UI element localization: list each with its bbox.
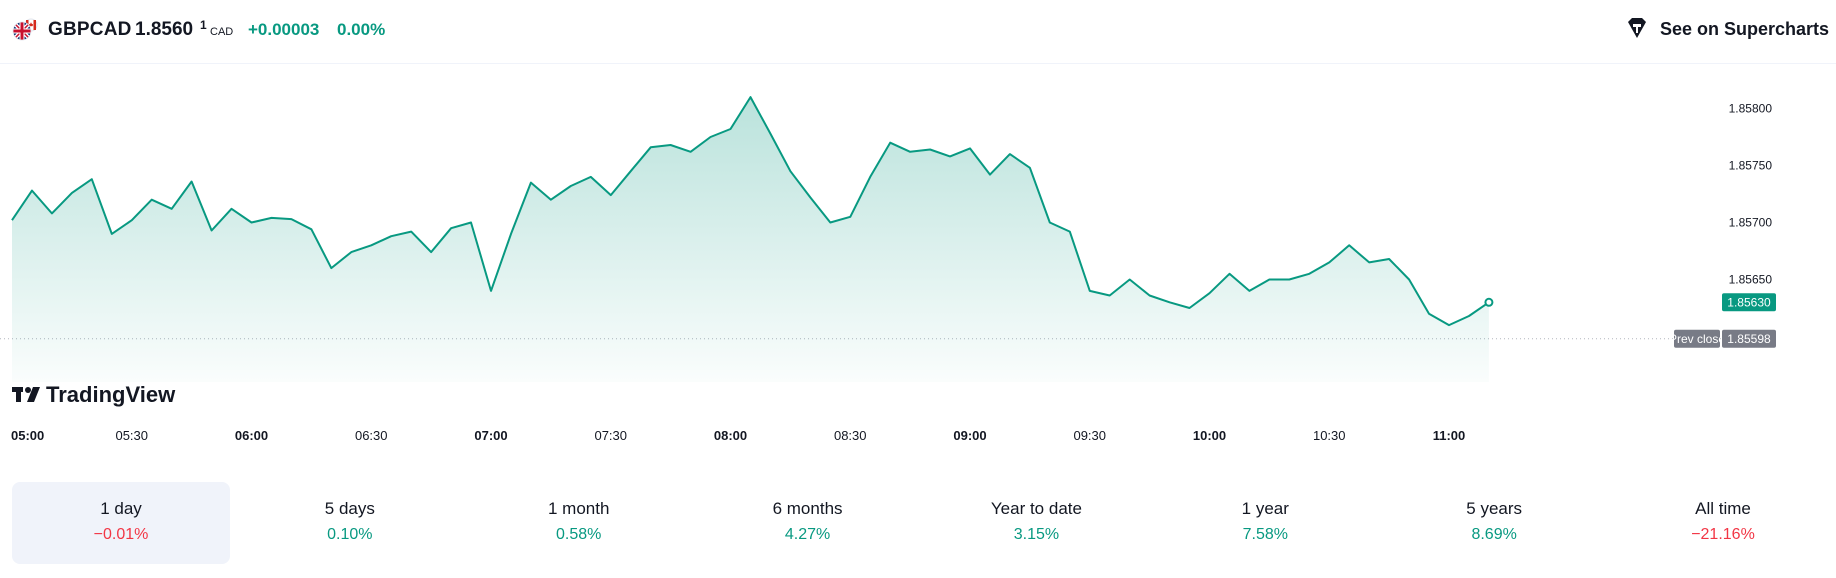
- price-change: +0.00003: [248, 20, 320, 39]
- x-tick-label: 10:30: [1313, 428, 1346, 443]
- see-on-supercharts-link[interactable]: See on Supercharts: [1660, 19, 1830, 39]
- y-tick-label: 1.85800: [1729, 102, 1773, 116]
- period-selector: 1 day −0.01% 5 days 0.10% 1 month 0.58% 6 mont…: [12, 482, 1832, 564]
- current-price-badge: [1722, 293, 1776, 312]
- last-price-dot: [1484, 297, 1494, 307]
- period-label: 1 month: [547, 499, 610, 518]
- plot-area: [0, 96, 1750, 382]
- period-tab[interactable]: 1 year 7.58%: [1156, 482, 1374, 564]
- x-tick-label: 08:00: [714, 428, 747, 443]
- period-label: Year to date: [990, 499, 1082, 518]
- period-change: −0.01%: [93, 526, 149, 543]
- prev-close-badge: [1674, 329, 1720, 348]
- period-change: 0.10%: [327, 526, 373, 543]
- y-tick-label: 1.85750: [1729, 159, 1773, 173]
- period-change: −21.16%: [1691, 526, 1755, 543]
- period-change: 8.69%: [1471, 526, 1517, 543]
- tradingview-gem-icon[interactable]: [1622, 14, 1652, 44]
- period-label: 1 day: [100, 499, 142, 518]
- period-label: 1 year: [1241, 499, 1289, 518]
- x-tick-label: 09:30: [1073, 428, 1106, 443]
- price-area-fill: [12, 97, 1489, 382]
- time-axis: 05:00 05:30 06:00 06:30 07:00 07:30 08:00 08:30…: [11, 428, 1465, 443]
- prev-close-value-badge: [1722, 329, 1776, 348]
- x-tick-label: 06:30: [355, 428, 388, 443]
- price-axis: 1.85800 1.85750 1.85700 1.85650 1.85630 Prev …: [1669, 102, 1776, 348]
- period-change: 0.58%: [556, 526, 602, 543]
- last-price: 1.8560: [135, 19, 194, 40]
- y-tick-label: 1.85650: [1729, 273, 1773, 287]
- period-tab[interactable]: All time −21.16%: [1614, 482, 1832, 564]
- uk-canada-flag-icon: [12, 18, 38, 41]
- price-change-percent: 0.00%: [337, 20, 386, 39]
- y-tick-label: 1.85700: [1729, 216, 1773, 230]
- period-label: 5 years: [1466, 499, 1523, 518]
- last-price-fraction: 1: [200, 18, 207, 32]
- price-line: [11, 96, 1490, 327]
- period-label: All time: [1695, 499, 1751, 518]
- period-change: 4.27%: [784, 526, 831, 543]
- period-tab[interactable]: Year to date 3.15%: [927, 482, 1145, 564]
- period-change: 7.58%: [1242, 526, 1288, 543]
- header: GBPCAD 1.8560 1 CAD +0.00003 0.00% See o…: [0, 0, 1836, 64]
- x-tick-label: 07:00: [474, 428, 507, 443]
- period-tab[interactable]: 5 days 0.10%: [241, 482, 459, 564]
- period-label: 5 days: [324, 499, 375, 518]
- period-tab[interactable]: 6 months 4.27%: [699, 482, 917, 564]
- prev-close-label: Prev close: [1669, 332, 1725, 346]
- brand-name: TradingView: [46, 382, 176, 407]
- x-tick-label: 06:00: [235, 428, 268, 443]
- period-change: 3.15%: [1013, 526, 1060, 543]
- price-chart[interactable]: 1.85800 1.85750 1.85700 1.85650 1.85630 Prev …: [0, 64, 1836, 452]
- tradingview-logo: TradingView: [12, 382, 176, 407]
- prev-close-value: 1.85598: [1727, 332, 1771, 346]
- x-tick-label: 07:30: [594, 428, 627, 443]
- current-price-label: 1.85630: [1727, 295, 1771, 309]
- symbol-name: GBPCAD: [48, 19, 132, 40]
- x-tick-label: 05:30: [115, 428, 148, 443]
- period-tab[interactable]: 5 years 8.69%: [1385, 482, 1603, 564]
- period-tab[interactable]: 1 month 0.58%: [470, 482, 688, 564]
- x-tick-label: 11:00: [1433, 428, 1466, 443]
- x-tick-label: 05:00: [11, 428, 44, 443]
- tradingview-logo-icon: [12, 387, 40, 402]
- x-tick-label: 09:00: [953, 428, 986, 443]
- period-label: 6 months: [772, 499, 843, 518]
- x-tick-label: 10:00: [1193, 428, 1226, 443]
- period-tab[interactable]: 1 day −0.01%: [12, 482, 230, 564]
- price-currency: CAD: [210, 26, 234, 38]
- x-tick-label: 08:30: [834, 428, 867, 443]
